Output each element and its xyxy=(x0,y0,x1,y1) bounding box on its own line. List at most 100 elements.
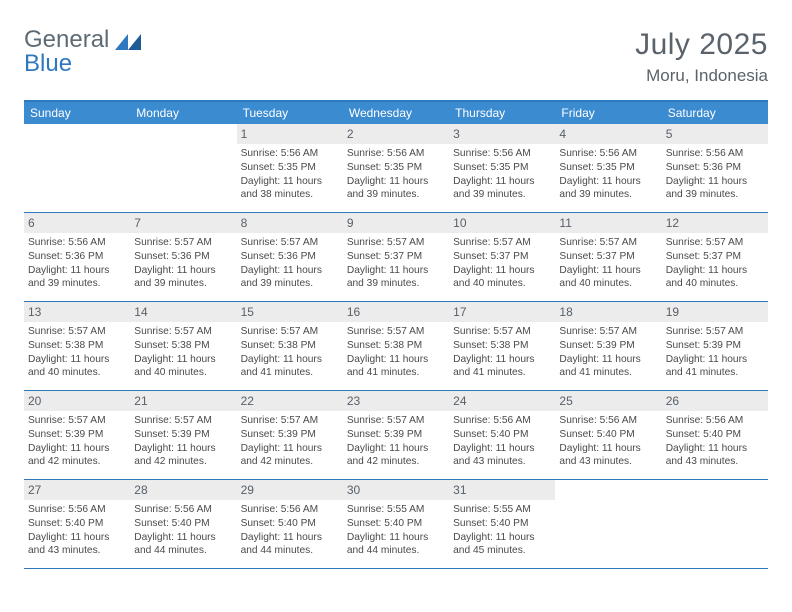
day-name: Friday xyxy=(555,102,661,124)
day-details: Sunrise: 5:56 AMSunset: 5:40 PMDaylight:… xyxy=(134,503,232,558)
day-cell: 3Sunrise: 5:56 AMSunset: 5:35 PMDaylight… xyxy=(449,124,555,212)
calendar: SundayMondayTuesdayWednesdayThursdayFrid… xyxy=(24,100,768,569)
day-cell: 10 Sunrise: 5:57 AMSunset: 5:37 PMDayligh… xyxy=(449,213,555,301)
day-cell: 8 Sunrise: 5:57 AMSunset: 5:36 PMDaylight… xyxy=(237,213,343,301)
day-cell: 12 Sunrise: 5:57 AMSunset: 5:37 PMDayligh… xyxy=(662,213,768,301)
day-details: Sunrise: 5:57 AMSunset: 5:38 PMDaylight:… xyxy=(241,325,339,380)
day-number: 12 xyxy=(662,213,768,233)
header: General July 2025 Moru, Indonesia xyxy=(24,28,768,86)
day-details: Sunrise: 5:56 AMSunset: 5:40 PMDaylight:… xyxy=(453,414,551,469)
day-number: 13 xyxy=(24,302,130,322)
day-cell: 19 Sunrise: 5:57 AMSunset: 5:39 PMDayligh… xyxy=(662,302,768,390)
day-details: Sunrise: 5:56 AMSunset: 5:40 PMDaylight:… xyxy=(28,503,126,558)
day-details: Sunrise: 5:57 AMSunset: 5:37 PMDaylight:… xyxy=(666,236,764,291)
day-cell: 4 Sunrise: 5:56 AMSunset: 5:35 PMDaylight… xyxy=(555,124,661,212)
day-cell: 15 Sunrise: 5:57 AMSunset: 5:38 PMDayligh… xyxy=(237,302,343,390)
day-details: Sunrise: 5:56 AMSunset: 5:35 PMDaylight:… xyxy=(347,147,445,202)
day-cell: 30 Sunrise: 5:55 AMSunset: 5:40 PMDayligh… xyxy=(343,480,449,568)
day-cell: 11 Sunrise: 5:57 AMSunset: 5:37 PMDayligh… xyxy=(555,213,661,301)
day-cell: 31Sunrise: 5:55 AMSunset: 5:40 PMDayligh… xyxy=(449,480,555,568)
day-number: 3 xyxy=(449,124,555,144)
day-name: Monday xyxy=(130,102,236,124)
day-number: 4 xyxy=(555,124,661,144)
day-details: Sunrise: 5:57 AMSunset: 5:39 PMDaylight:… xyxy=(666,325,764,380)
day-number: 27 xyxy=(24,480,130,500)
day-details: Sunrise: 5:57 AMSunset: 5:36 PMDaylight:… xyxy=(241,236,339,291)
day-details: Sunrise: 5:57 AMSunset: 5:39 PMDaylight:… xyxy=(559,325,657,380)
day-details: Sunrise: 5:57 AMSunset: 5:38 PMDaylight:… xyxy=(453,325,551,380)
day-details: Sunrise: 5:57 AMSunset: 5:36 PMDaylight:… xyxy=(134,236,232,291)
day-details: Sunrise: 5:57 AMSunset: 5:37 PMDaylight:… xyxy=(347,236,445,291)
week-row: 27Sunrise: 5:56 AMSunset: 5:40 PMDayligh… xyxy=(24,480,768,569)
day-cell: 7 Sunrise: 5:57 AMSunset: 5:36 PMDaylight… xyxy=(130,213,236,301)
day-names-row: SundayMondayTuesdayWednesdayThursdayFrid… xyxy=(24,102,768,124)
day-cell-empty: . xyxy=(130,124,236,212)
day-cell: 18 Sunrise: 5:57 AMSunset: 5:39 PMDayligh… xyxy=(555,302,661,390)
day-cell: 26Sunrise: 5:56 AMSunset: 5:40 PMDayligh… xyxy=(662,391,768,479)
day-details: Sunrise: 5:56 AMSunset: 5:40 PMDaylight:… xyxy=(559,414,657,469)
day-cell: 24Sunrise: 5:56 AMSunset: 5:40 PMDayligh… xyxy=(449,391,555,479)
week-row: 20Sunrise: 5:57 AMSunset: 5:39 PMDayligh… xyxy=(24,391,768,480)
day-cell: 14 Sunrise: 5:57 AMSunset: 5:38 PMDayligh… xyxy=(130,302,236,390)
day-number: 5 xyxy=(662,124,768,144)
day-cell: 29 Sunrise: 5:56 AMSunset: 5:40 PMDayligh… xyxy=(237,480,343,568)
day-cell: 6 Sunrise: 5:56 AMSunset: 5:36 PMDaylight… xyxy=(24,213,130,301)
day-number: 9 xyxy=(343,213,449,233)
day-cell: 1 Sunrise: 5:56 AMSunset: 5:35 PMDaylight… xyxy=(237,124,343,212)
day-details: Sunrise: 5:57 AMSunset: 5:38 PMDaylight:… xyxy=(28,325,126,380)
day-number: 21 xyxy=(130,391,236,411)
week-row: ..1Sunrise: 5:56 AMSunset: 5:35 PMDaylig… xyxy=(24,124,768,213)
day-number: 14 xyxy=(130,302,236,322)
day-cell: 27 Sunrise: 5:56 AMSunset: 5:40 PMDayligh… xyxy=(24,480,130,568)
day-details: Sunrise: 5:57 AMSunset: 5:37 PMDaylight:… xyxy=(559,236,657,291)
day-cell: 21 Sunrise: 5:57 AMSunset: 5:39 PMDayligh… xyxy=(130,391,236,479)
logo-icon xyxy=(115,30,141,50)
month-title: July 2025 xyxy=(635,28,768,62)
day-number: 17 xyxy=(449,302,555,322)
day-number: 10 xyxy=(449,213,555,233)
day-name: Tuesday xyxy=(237,102,343,124)
day-number: 20 xyxy=(24,391,130,411)
day-cell: 9 Sunrise: 5:57 AMSunset: 5:37 PMDaylight… xyxy=(343,213,449,301)
day-details: Sunrise: 5:57 AMSunset: 5:39 PMDaylight:… xyxy=(241,414,339,469)
logo-part2: Blue xyxy=(24,50,72,78)
day-details: Sunrise: 5:56 AMSunset: 5:36 PMDaylight:… xyxy=(28,236,126,291)
day-number: 18 xyxy=(555,302,661,322)
day-number: 22 xyxy=(237,391,343,411)
day-number: 29 xyxy=(237,480,343,500)
day-details: Sunrise: 5:57 AMSunset: 5:39 PMDaylight:… xyxy=(347,414,445,469)
day-number: 16 xyxy=(343,302,449,322)
day-number: 15 xyxy=(237,302,343,322)
day-number: 2 xyxy=(343,124,449,144)
day-details: Sunrise: 5:55 AMSunset: 5:40 PMDaylight:… xyxy=(347,503,445,558)
day-cell: 13 Sunrise: 5:57 AMSunset: 5:38 PMDayligh… xyxy=(24,302,130,390)
day-details: Sunrise: 5:56 AMSunset: 5:40 PMDaylight:… xyxy=(241,503,339,558)
day-number: 28 xyxy=(130,480,236,500)
week-row: 6 Sunrise: 5:56 AMSunset: 5:36 PMDaylight… xyxy=(24,213,768,302)
day-number: 19 xyxy=(662,302,768,322)
day-cell: 20Sunrise: 5:57 AMSunset: 5:39 PMDayligh… xyxy=(24,391,130,479)
day-name: Sunday xyxy=(24,102,130,124)
day-cell-empty: . xyxy=(24,124,130,212)
day-cell: 2 Sunrise: 5:56 AMSunset: 5:35 PMDaylight… xyxy=(343,124,449,212)
day-number: 6 xyxy=(24,213,130,233)
day-cell-empty: . xyxy=(662,480,768,568)
day-number: 1 xyxy=(237,124,343,144)
day-details: Sunrise: 5:57 AMSunset: 5:38 PMDaylight:… xyxy=(347,325,445,380)
day-cell: 22 Sunrise: 5:57 AMSunset: 5:39 PMDayligh… xyxy=(237,391,343,479)
day-details: Sunrise: 5:57 AMSunset: 5:37 PMDaylight:… xyxy=(453,236,551,291)
day-name: Saturday xyxy=(662,102,768,124)
day-details: Sunrise: 5:57 AMSunset: 5:39 PMDaylight:… xyxy=(134,414,232,469)
day-details: Sunrise: 5:56 AMSunset: 5:35 PMDaylight:… xyxy=(241,147,339,202)
day-cell: 28 Sunrise: 5:56 AMSunset: 5:40 PMDayligh… xyxy=(130,480,236,568)
day-number: 23 xyxy=(343,391,449,411)
day-number: 30 xyxy=(343,480,449,500)
day-details: Sunrise: 5:57 AMSunset: 5:38 PMDaylight:… xyxy=(134,325,232,380)
day-number: 31 xyxy=(449,480,555,500)
day-cell-empty: . xyxy=(555,480,661,568)
day-name: Thursday xyxy=(449,102,555,124)
day-number: 7 xyxy=(130,213,236,233)
day-number: 8 xyxy=(237,213,343,233)
day-details: Sunrise: 5:56 AMSunset: 5:35 PMDaylight:… xyxy=(559,147,657,202)
day-number: 11 xyxy=(555,213,661,233)
